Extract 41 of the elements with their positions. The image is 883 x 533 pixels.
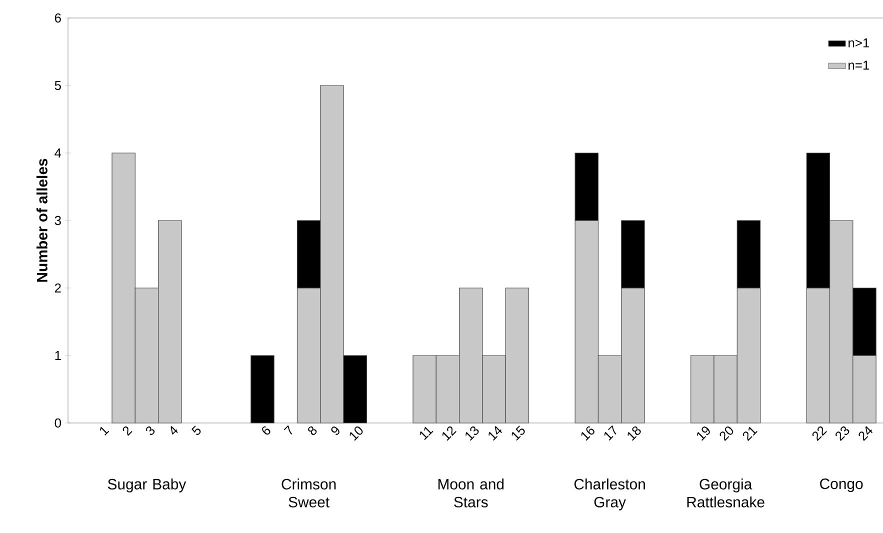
text: Moon and Stars bbox=[438, 478, 504, 508]
x-tick-label: 13 bbox=[466, 426, 479, 441]
x-tick-label: 14 bbox=[488, 426, 502, 441]
x-tick-label: 9 bbox=[331, 426, 340, 435]
x-tick-label: 17 bbox=[604, 425, 616, 441]
y-tick-label: 3 bbox=[54, 216, 61, 226]
x-tick-label: 1 bbox=[100, 426, 110, 436]
text: Georgia Rattlesnake bbox=[687, 478, 764, 508]
y-tick-label: 0 bbox=[54, 418, 61, 428]
text: Sugar Baby bbox=[108, 478, 186, 492]
bar bbox=[250, 355, 274, 424]
y-axis-title: Number of alleles bbox=[36, 158, 48, 282]
x-tick-label: 6 bbox=[262, 426, 270, 435]
y-tick-label: 1 bbox=[55, 351, 61, 360]
text: Crimson Sweet bbox=[282, 478, 336, 508]
y-tick-label: 2 bbox=[54, 283, 61, 293]
text: Congo bbox=[820, 478, 863, 492]
legend-label: n=1 bbox=[848, 60, 870, 70]
x-tick-label: 21 bbox=[742, 426, 758, 441]
x-tick-label: 2 bbox=[122, 426, 132, 436]
y-tick-label: 4 bbox=[54, 148, 62, 158]
y-tick-label: 5 bbox=[54, 80, 61, 90]
x-tick-label: 18 bbox=[628, 426, 641, 441]
x-tick-label: 24 bbox=[858, 426, 873, 441]
x-tick-label: 22 bbox=[812, 426, 827, 441]
x-tick-label: 7 bbox=[284, 425, 292, 435]
x-tick-label: 4 bbox=[170, 426, 178, 435]
x-tick-label: 3 bbox=[146, 426, 155, 435]
x-tick-label: 5 bbox=[192, 426, 201, 435]
x-tick-label: 8 bbox=[308, 426, 317, 435]
legend-label: n>1 bbox=[848, 38, 870, 48]
x-tick-label: 16 bbox=[581, 426, 594, 441]
x-tick-label: 10 bbox=[350, 426, 363, 441]
x-tick-label: 20 bbox=[720, 426, 734, 441]
x-tick-label: 19 bbox=[697, 426, 710, 441]
x-tick-label: 12 bbox=[442, 426, 456, 441]
x-tick-label: 15 bbox=[512, 426, 525, 441]
text: Charleston Gray bbox=[574, 478, 645, 510]
y-tick-label: 6 bbox=[54, 13, 61, 23]
x-tick-label: 11 bbox=[420, 426, 434, 440]
x-tick-label: 23 bbox=[836, 426, 850, 441]
